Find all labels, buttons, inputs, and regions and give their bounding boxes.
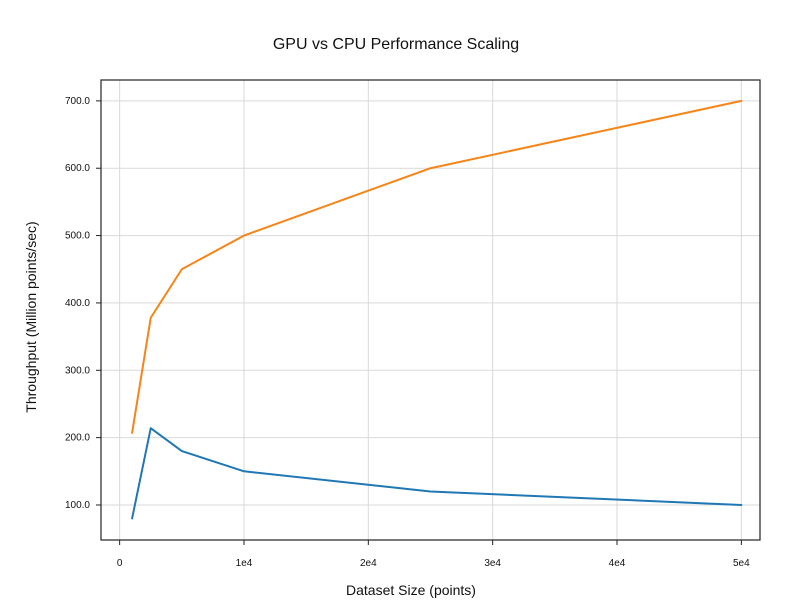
y-tick-label-1: 200.0	[65, 433, 90, 444]
x-axis-label: Dataset Size (points)	[346, 582, 476, 598]
series-line-0	[131, 99, 743, 434]
chart-title: GPU vs CPU Performance Scaling	[273, 36, 519, 53]
series-layer	[131, 99, 743, 520]
x-tick-label-5: 5e4	[733, 558, 750, 569]
series-line-1	[131, 427, 743, 520]
tick-layer: 0 1e4 2e4 3e4 4e4 5e4 100.0 200.0 300.0 400.0 500.…	[65, 96, 750, 569]
x-tick-label-4: 4e4	[609, 558, 626, 569]
grid-layer	[101, 80, 760, 540]
plot-frame	[100, 79, 761, 541]
y-tick-label-4: 500.0	[65, 231, 90, 242]
y-tick-label-0: 100.0	[65, 500, 90, 511]
x-tick-label-0: 0	[117, 558, 123, 569]
x-tick-label-3: 3e4	[484, 558, 501, 569]
y-tick-label-3: 400.0	[65, 298, 90, 309]
x-tick-label-2: 2e4	[360, 558, 377, 569]
x-tick-label-1: 1e4	[236, 558, 253, 569]
y-tick-label-5: 600.0	[65, 163, 90, 174]
y-tick-label-6: 700.0	[65, 96, 90, 107]
y-tick-label-2: 300.0	[65, 365, 90, 376]
y-axis-label: Throughput (Million points/sec)	[23, 221, 39, 412]
